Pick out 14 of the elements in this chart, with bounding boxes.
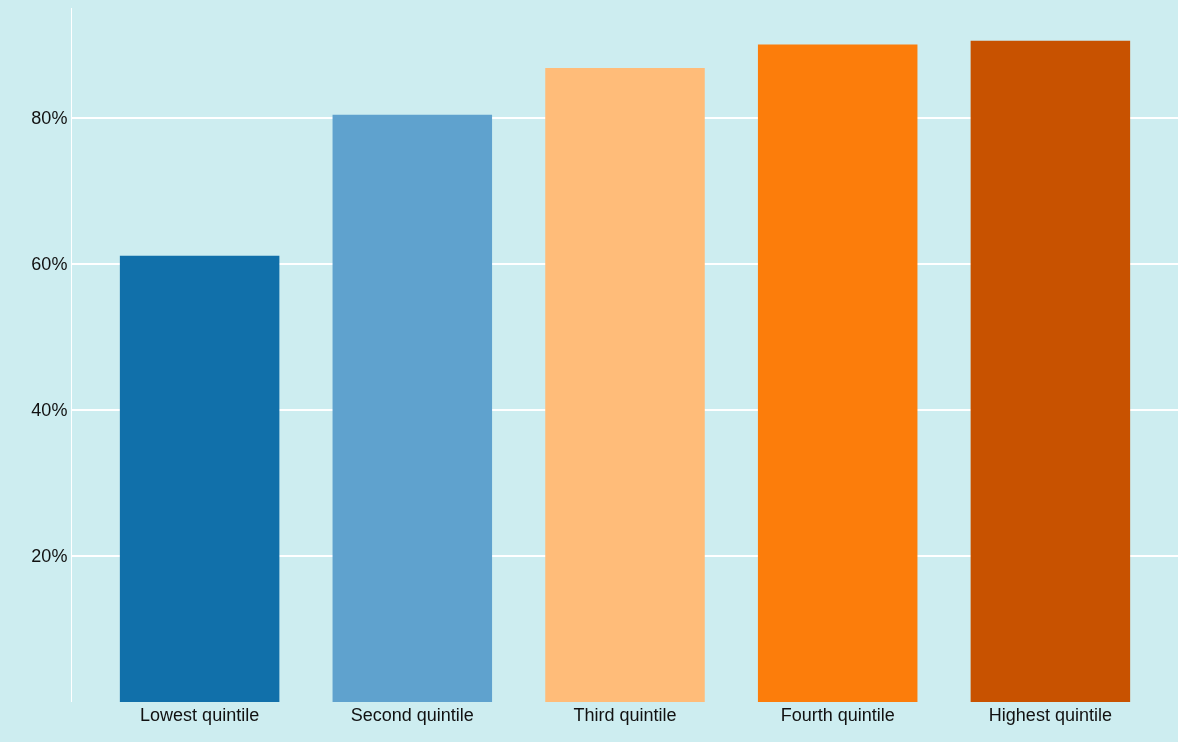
y-tick-label: 80% (31, 107, 68, 128)
bar (119, 255, 280, 702)
y-tick-label: 20% (31, 546, 68, 567)
bar (757, 44, 918, 702)
bar (970, 40, 1131, 702)
x-tick-label: Second quintile (350, 705, 474, 725)
bar (332, 114, 493, 702)
x-tick-label: Fourth quintile (780, 705, 895, 725)
y-tick-label: 40% (31, 400, 68, 421)
x-tick-label: Highest quintile (988, 705, 1112, 725)
x-tick-label: Lowest quintile (140, 705, 260, 725)
x-tick-label: Third quintile (573, 705, 677, 725)
y-tick-label: 60% (31, 253, 68, 274)
bar (545, 67, 705, 702)
